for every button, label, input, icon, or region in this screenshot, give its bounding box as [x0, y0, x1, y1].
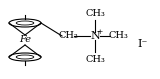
Text: CH₃: CH₃ — [108, 32, 128, 41]
Text: +: + — [96, 28, 102, 36]
Text: CH₃: CH₃ — [85, 9, 105, 18]
Text: Fe: Fe — [19, 35, 31, 44]
Text: CH₃: CH₃ — [85, 55, 105, 64]
Text: CH₂: CH₂ — [58, 32, 78, 41]
Text: N: N — [90, 31, 100, 41]
Text: I⁻: I⁻ — [138, 39, 148, 49]
